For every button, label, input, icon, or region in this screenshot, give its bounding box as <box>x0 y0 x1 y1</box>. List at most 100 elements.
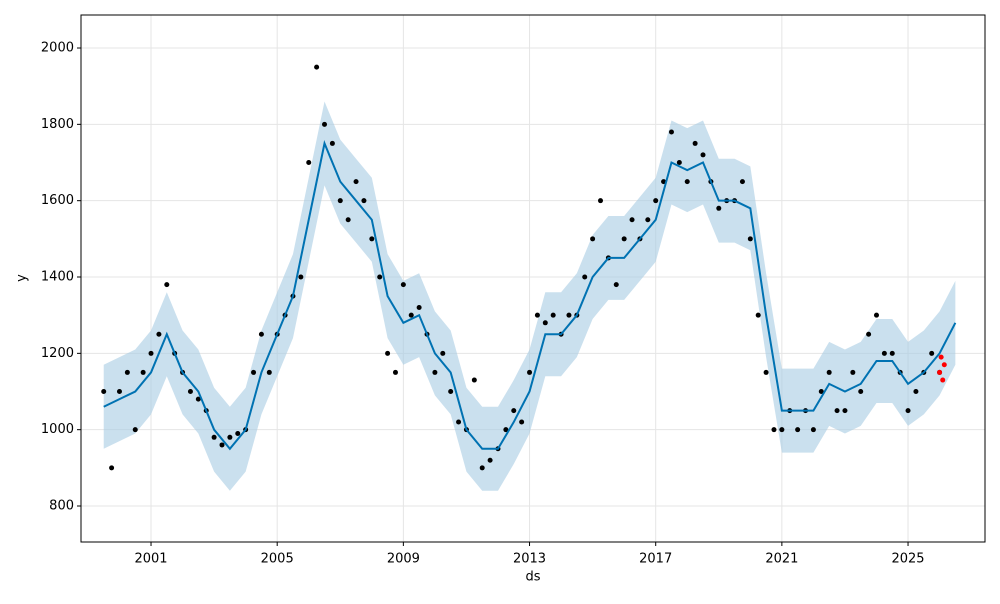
x-tick-label: 2017 <box>639 552 672 567</box>
holdout-point <box>940 377 946 383</box>
observed-point <box>795 427 801 433</box>
observed-point <box>219 442 225 448</box>
observed-point <box>889 350 895 356</box>
x-tick-label: 2009 <box>387 552 420 567</box>
observed-point <box>826 369 832 375</box>
observed-point <box>834 408 840 414</box>
observed-point <box>692 140 698 146</box>
observed-point <box>550 312 556 318</box>
observed-point <box>258 331 264 337</box>
y-tick-label: 2000 <box>41 41 74 56</box>
observed-point <box>645 217 651 223</box>
observed-point <box>842 408 848 414</box>
observed-point <box>534 312 540 318</box>
observed-point <box>187 389 193 395</box>
observed-point <box>400 282 406 288</box>
observed-point <box>881 350 887 356</box>
observed-point <box>337 198 343 204</box>
observed-point <box>629 217 635 223</box>
observed-point <box>266 369 272 375</box>
y-tick-label: 1000 <box>41 422 74 437</box>
observed-point <box>211 434 217 440</box>
x-tick-label: 2025 <box>891 552 924 567</box>
observed-point <box>432 369 438 375</box>
observed-point <box>716 205 722 211</box>
observed-point <box>306 160 312 166</box>
observed-point <box>392 369 398 375</box>
x-tick-label: 2001 <box>134 552 167 567</box>
observed-point <box>519 419 525 425</box>
holdout-point <box>938 354 944 360</box>
x-tick-label: 2005 <box>261 552 294 567</box>
observed-point <box>566 312 572 318</box>
y-tick-label: 800 <box>49 499 74 514</box>
observed-point <box>353 179 359 185</box>
observed-point <box>361 198 367 204</box>
observed-point <box>747 236 753 242</box>
observed-point <box>527 369 533 375</box>
observed-point <box>621 236 627 242</box>
observed-point <box>132 427 138 433</box>
y-tick-label: 1800 <box>41 117 74 132</box>
observed-point <box>479 465 485 471</box>
observed-point <box>866 331 872 337</box>
observed-point <box>542 320 548 326</box>
observed-point <box>116 389 122 395</box>
observed-point <box>471 377 477 383</box>
plot-frame <box>80 14 986 543</box>
observed-point <box>511 408 517 414</box>
observed-point <box>858 389 864 395</box>
observed-point <box>598 198 604 204</box>
holdout-point <box>941 362 947 368</box>
observed-point <box>929 350 935 356</box>
observed-point <box>771 427 777 433</box>
observed-point <box>195 396 201 402</box>
observed-point <box>818 389 824 395</box>
observed-point <box>345 217 351 223</box>
observed-point <box>755 312 761 318</box>
observed-point <box>456 419 462 425</box>
holdout-point <box>937 369 943 375</box>
y-tick-label: 1600 <box>41 193 74 208</box>
observed-point <box>503 427 509 433</box>
observed-point <box>298 274 304 280</box>
observed-point <box>385 350 391 356</box>
observed-point <box>913 389 919 395</box>
observed-point <box>873 312 879 318</box>
observed-point <box>377 274 383 280</box>
y-tick-label: 1400 <box>41 270 74 285</box>
observed-point <box>416 305 422 311</box>
observed-point <box>408 312 414 318</box>
observed-point <box>314 64 320 70</box>
observed-point <box>739 179 745 185</box>
observed-point <box>329 140 335 146</box>
y-tick-label: 1200 <box>41 346 74 361</box>
observed-point <box>369 236 375 242</box>
observed-point <box>440 350 446 356</box>
x-tick-label: 2013 <box>513 552 546 567</box>
observed-point <box>227 434 233 440</box>
observed-point <box>653 198 659 204</box>
observed-point <box>448 389 454 395</box>
observed-point <box>101 389 107 395</box>
observed-point <box>148 350 154 356</box>
observed-point <box>109 465 115 471</box>
x-tick-label: 2021 <box>765 552 798 567</box>
x-axis-label: ds <box>525 570 540 585</box>
observed-point <box>810 427 816 433</box>
observed-point <box>668 129 674 135</box>
y-axis-label: y <box>15 274 30 282</box>
observed-point <box>322 121 328 127</box>
forecast-line <box>103 140 957 451</box>
observed-point <box>140 369 146 375</box>
observed-point <box>905 408 911 414</box>
observed-point <box>850 369 856 375</box>
observed-point <box>487 457 493 463</box>
observed-point <box>676 160 682 166</box>
observed-point <box>156 331 162 337</box>
observed-point <box>582 274 588 280</box>
observed-point <box>700 152 706 158</box>
observed-point <box>124 369 130 375</box>
observed-point <box>613 282 619 288</box>
observed-point <box>251 369 257 375</box>
